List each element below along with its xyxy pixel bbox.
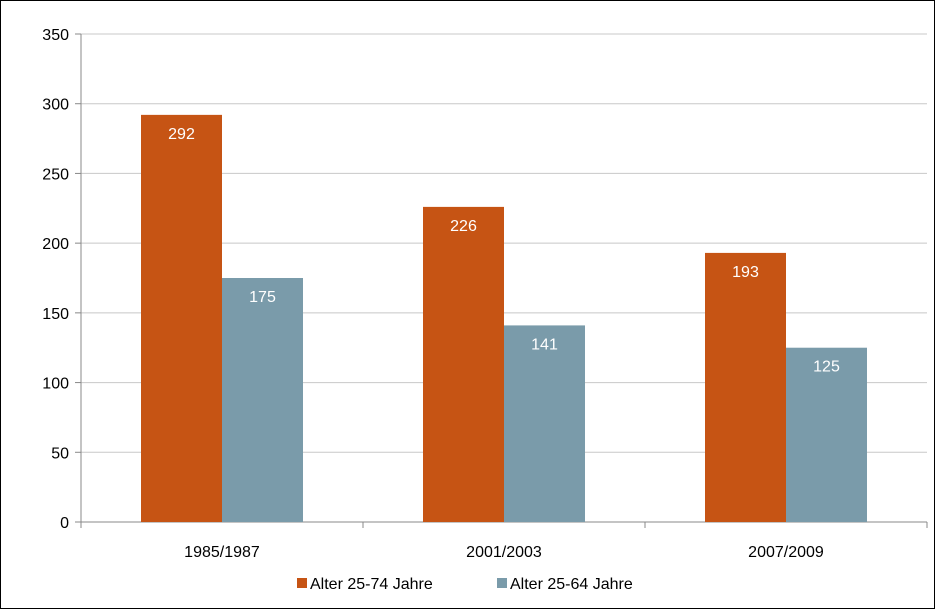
y-tick-label: 200 — [42, 236, 69, 253]
bar-data-label: 125 — [813, 359, 840, 376]
bar-series-1 — [705, 252, 786, 522]
legend-swatch — [297, 578, 307, 588]
legend-swatch — [497, 578, 507, 588]
bar-data-label: 226 — [450, 218, 477, 235]
y-tick-label: 350 — [42, 27, 69, 44]
y-tick-label: 100 — [42, 376, 69, 393]
y-tick-label: 150 — [42, 306, 69, 323]
legend-label: Alter 25-74 Jahre — [310, 576, 433, 593]
y-tick-label: 250 — [42, 166, 69, 183]
bar-data-label: 141 — [531, 336, 558, 353]
legend-label: Alter 25-64 Jahre — [510, 576, 633, 593]
bar-series-2 — [504, 325, 585, 522]
x-tick-label: 2001/2003 — [466, 544, 542, 561]
y-tick-label: 50 — [51, 445, 69, 462]
bar-data-label: 193 — [732, 264, 759, 281]
bar-series-2 — [786, 347, 867, 522]
bar-series-1 — [141, 114, 222, 523]
y-tick-label: 300 — [42, 97, 69, 114]
bar-data-label: 292 — [168, 126, 195, 143]
bar-series-2 — [222, 278, 303, 522]
bar-series-1 — [423, 206, 504, 523]
bar-data-label: 175 — [249, 289, 276, 306]
x-tick-label: 1985/1987 — [184, 544, 260, 561]
x-tick-label: 2007/2009 — [748, 544, 824, 561]
y-tick-label: 0 — [60, 515, 69, 532]
